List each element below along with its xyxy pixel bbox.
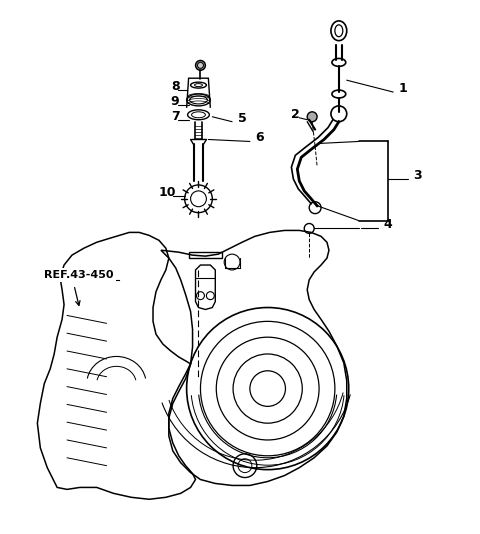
Text: 6: 6 [255, 131, 264, 145]
Text: 4: 4 [384, 218, 392, 231]
Text: 2: 2 [291, 108, 300, 121]
Text: 3: 3 [413, 169, 421, 182]
Circle shape [307, 112, 317, 122]
Circle shape [197, 62, 204, 68]
Text: 7: 7 [171, 109, 180, 123]
Text: 8: 8 [171, 80, 180, 93]
Text: 9: 9 [171, 95, 180, 108]
Text: 1: 1 [398, 82, 407, 95]
Circle shape [195, 60, 205, 70]
Text: 5: 5 [238, 112, 247, 125]
Text: 10: 10 [159, 186, 177, 199]
Text: REF.43-450: REF.43-450 [44, 270, 114, 280]
